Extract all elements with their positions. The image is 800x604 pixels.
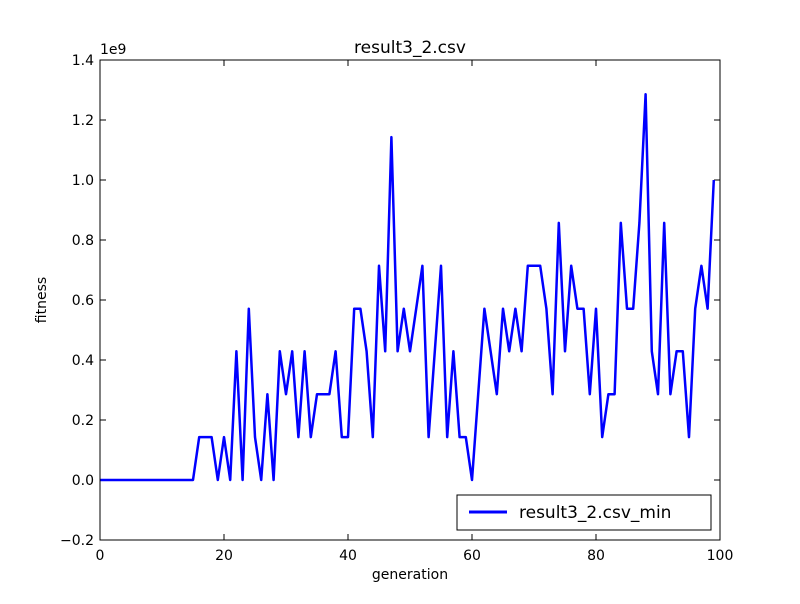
y-tick-label: 1.4	[72, 53, 94, 69]
y-tick-label: 0.4	[72, 353, 94, 369]
chart-title: result3_2.csv	[354, 38, 466, 58]
y-tick-label: 0.8	[72, 233, 94, 249]
x-tick-label: 40	[339, 548, 357, 564]
y-tick-label: −0.2	[60, 533, 94, 549]
x-tick-label: 100	[707, 548, 734, 564]
y-tick-label: 0.2	[72, 413, 94, 429]
x-tick-label: 0	[96, 548, 105, 564]
legend-label: result3_2.csv_min	[519, 503, 671, 523]
legend: result3_2.csv_min	[456, 494, 712, 531]
x-axis-label: generation	[372, 567, 448, 583]
y-tick-label: 0.0	[72, 473, 94, 489]
series-line-result3_2-csv-min	[100, 92, 716, 482]
y-tick-label: 0.6	[72, 293, 94, 309]
x-tick-label: 60	[463, 548, 481, 564]
series-layer	[100, 92, 716, 482]
y-tick-label: 1.2	[72, 113, 94, 129]
y-axis-scale-label: 1e9	[100, 42, 126, 58]
x-tick-label: 20	[215, 548, 233, 564]
x-tick-label: 80	[587, 548, 605, 564]
axis-ticks: 0 20 40 60 80 100 −0.2 0.0 0.2 0.4 0.6 0.8 1.0 1.2 1.4	[60, 53, 733, 564]
y-tick-label: 1.0	[72, 173, 94, 189]
y-axis-label: fitness	[34, 277, 50, 323]
plot-frame	[99, 59, 721, 541]
